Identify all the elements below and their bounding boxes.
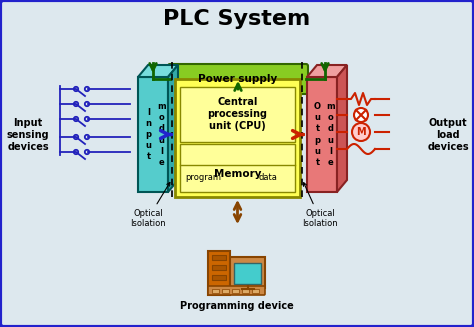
Text: m
o
d
u
l
e: m o d u l e [157, 102, 166, 167]
FancyBboxPatch shape [208, 251, 230, 295]
Text: O
u
t
p
u
t: O u t p u t [314, 102, 321, 167]
Text: I
n
p
u
t: I n p u t [146, 108, 152, 161]
FancyBboxPatch shape [242, 289, 249, 293]
Polygon shape [138, 65, 178, 77]
FancyBboxPatch shape [212, 265, 226, 270]
FancyBboxPatch shape [208, 286, 265, 295]
Polygon shape [168, 65, 178, 192]
FancyBboxPatch shape [212, 275, 226, 280]
FancyBboxPatch shape [212, 255, 226, 260]
FancyBboxPatch shape [212, 289, 219, 293]
Text: Optical
Isolation: Optical Isolation [130, 182, 170, 228]
FancyBboxPatch shape [307, 77, 337, 192]
FancyBboxPatch shape [230, 256, 265, 287]
Circle shape [352, 123, 370, 141]
Text: program: program [185, 173, 221, 181]
Text: Programming device: Programming device [180, 301, 294, 311]
Text: M: M [356, 127, 366, 137]
Text: Memory: Memory [214, 169, 261, 179]
FancyBboxPatch shape [180, 87, 295, 142]
Circle shape [354, 108, 368, 122]
FancyBboxPatch shape [252, 289, 259, 293]
Polygon shape [337, 65, 347, 192]
Text: Optical
Isolation: Optical Isolation [302, 183, 338, 228]
Text: Input
sensing
devices: Input sensing devices [7, 118, 49, 152]
FancyBboxPatch shape [232, 289, 239, 293]
FancyBboxPatch shape [138, 77, 168, 192]
FancyBboxPatch shape [175, 79, 300, 197]
Text: data: data [258, 173, 277, 181]
Polygon shape [307, 65, 347, 77]
FancyBboxPatch shape [235, 263, 262, 284]
Text: Power supply: Power supply [199, 74, 278, 84]
FancyBboxPatch shape [180, 144, 295, 192]
Text: Central
processing
unit (CPU): Central processing unit (CPU) [208, 97, 267, 130]
Text: PLC System: PLC System [164, 9, 310, 29]
Text: m
o
d
u
l
e: m o d u l e [326, 102, 335, 167]
Text: Output
load
devices: Output load devices [427, 118, 469, 152]
FancyBboxPatch shape [222, 289, 229, 293]
FancyBboxPatch shape [168, 64, 308, 94]
